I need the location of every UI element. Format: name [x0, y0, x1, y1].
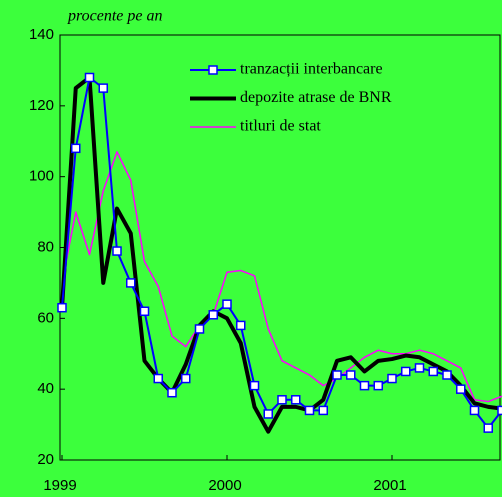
marker	[263, 409, 273, 419]
y-tick-label: 120	[29, 97, 54, 114]
marker	[401, 366, 411, 377]
marker	[153, 373, 163, 384]
marker	[332, 370, 342, 380]
x-tick-label: 2000	[208, 477, 241, 494]
marker	[139, 306, 150, 316]
marker	[222, 299, 232, 309]
marker	[497, 405, 502, 416]
marker	[442, 370, 452, 380]
marker	[249, 380, 260, 391]
marker	[387, 373, 397, 384]
y-tick-label: 60	[37, 309, 54, 326]
y-tick-label: 40	[37, 380, 54, 397]
series-line	[60, 75, 502, 434]
marker	[428, 366, 438, 377]
marker	[57, 302, 67, 313]
marker	[112, 246, 122, 256]
y-axis-label: procente pe an	[67, 8, 162, 25]
series-line	[61, 151, 502, 403]
marker	[318, 405, 328, 416]
legend-label: tranzacții interbancare	[240, 61, 383, 78]
marker	[483, 423, 493, 433]
marker	[167, 387, 177, 398]
marker	[359, 380, 370, 391]
marker	[373, 380, 383, 391]
marker	[71, 143, 81, 154]
marker	[414, 363, 425, 373]
marker	[346, 370, 356, 380]
marker	[456, 384, 466, 394]
marker	[126, 278, 136, 288]
y-tick-label: 140	[29, 26, 54, 43]
x-tick-label: 2001	[373, 477, 406, 494]
y-tick-label: 80	[37, 238, 54, 255]
marker	[277, 395, 287, 405]
marker	[304, 405, 315, 416]
marker	[181, 373, 191, 384]
marker	[208, 310, 218, 320]
y-tick-label: 100	[29, 168, 54, 185]
legend-label: depozite atrase de BNR	[240, 89, 392, 106]
y-tick-label: 20	[37, 451, 54, 468]
marker	[194, 324, 205, 334]
marker	[469, 405, 480, 416]
x-tick-label: 1999	[43, 477, 76, 494]
marker	[84, 72, 95, 83]
legend-marker	[208, 65, 218, 75]
marker	[98, 83, 108, 93]
marker	[236, 320, 246, 331]
legend-label: titluri de stat	[240, 118, 321, 135]
marker	[291, 395, 301, 405]
